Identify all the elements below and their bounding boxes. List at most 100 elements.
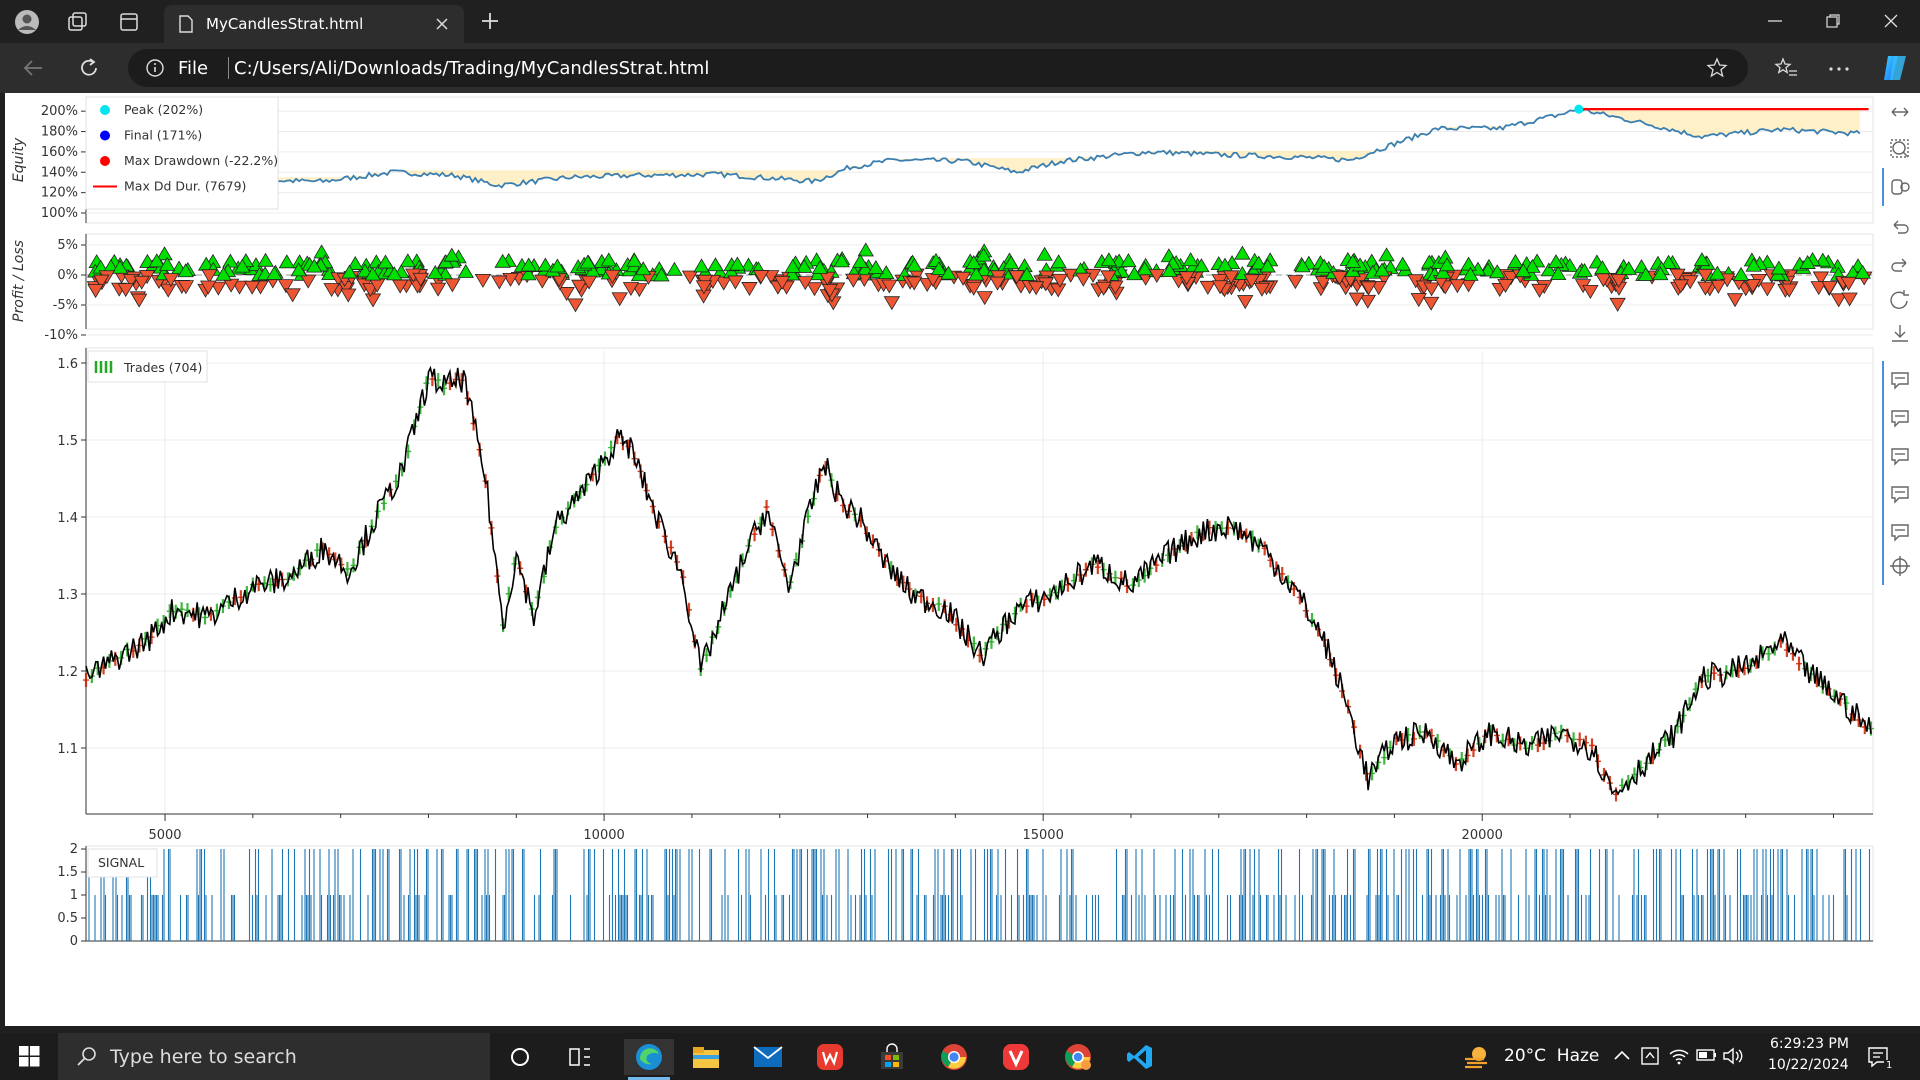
- win-trade-marker: [386, 266, 403, 281]
- favorites-icon[interactable]: [1774, 57, 1798, 79]
- info-icon[interactable]: [146, 59, 164, 77]
- win-trade-marker: [177, 263, 194, 278]
- weather-haze-icon[interactable]: [1462, 1043, 1492, 1071]
- undo-icon[interactable]: [1893, 220, 1909, 234]
- loss-trade-marker: [1100, 270, 1117, 285]
- loss-trade-marker: [1812, 271, 1830, 286]
- hover-tool-icon-1[interactable]: [1891, 372, 1909, 390]
- battery-icon[interactable]: [1696, 1047, 1718, 1063]
- tab-mycandlesstrat[interactable]: MyCandlesStrat.html: [164, 5, 464, 43]
- price-panel[interactable]: 1.6 1.5 1.4 1.3 1.2 1.1 5000 10000 15000 20000 T…: [57, 347, 1874, 843]
- microsoft-store-icon[interactable]: [872, 1039, 912, 1075]
- signal-tick-label: 1: [70, 888, 78, 903]
- wifi-icon[interactable]: [1668, 1046, 1690, 1066]
- win-trade-marker: [1434, 264, 1452, 279]
- chrome-icon[interactable]: [934, 1039, 974, 1075]
- copilot-icon[interactable]: [1880, 54, 1910, 82]
- signal-legend: SIGNAL: [87, 848, 158, 878]
- reset-icon[interactable]: [1890, 290, 1909, 309]
- loss-trade-marker: [1348, 292, 1365, 307]
- url-text[interactable]: C:/Users/Ali/Downloads/Trading/MyCandles…: [234, 58, 710, 79]
- loss-trade-marker: [727, 275, 744, 290]
- win-trade-marker: [278, 254, 296, 269]
- show-hidden-icons-icon[interactable]: [1614, 1049, 1630, 1061]
- equity-tick-label: 200%: [41, 104, 78, 119]
- signal-panel[interactable]: 2 1.5 1 0.5 0 SIGNAL: [57, 842, 1874, 949]
- loss-trade-marker: [87, 284, 104, 299]
- price-tick-label: 1.5: [57, 434, 78, 449]
- win-trade-marker: [1234, 245, 1251, 260]
- volume-icon[interactable]: [1722, 1046, 1744, 1066]
- clock-date[interactable]: 10/22/2024: [1768, 1057, 1849, 1073]
- profile-avatar-icon[interactable]: [14, 9, 40, 35]
- hover-tool-icon-3[interactable]: [1891, 448, 1909, 466]
- redo-icon[interactable]: [1891, 258, 1907, 272]
- win-trade-marker: [1515, 263, 1532, 278]
- win-trade-marker: [1576, 262, 1593, 277]
- legend-label: Final (171%): [124, 128, 202, 143]
- price-tick-label: 1.6: [57, 357, 78, 372]
- clock-time[interactable]: 6:29:23 PM: [1770, 1036, 1849, 1052]
- taskbar-search[interactable]: Type here to search: [58, 1033, 490, 1080]
- win-trade-marker: [520, 257, 537, 272]
- active-app-indicator: [628, 1077, 670, 1080]
- edge-taskbar-icon[interactable]: [624, 1039, 674, 1075]
- wps-office-icon[interactable]: [810, 1039, 850, 1075]
- refresh-icon[interactable]: [78, 57, 100, 79]
- meet-now-icon[interactable]: [1640, 1046, 1660, 1066]
- hover-tool-icon-4[interactable]: [1891, 486, 1909, 504]
- vertical-tabs-icon[interactable]: [116, 9, 142, 35]
- file-explorer-icon[interactable]: [686, 1039, 726, 1075]
- hover-tool-icon-2[interactable]: [1891, 410, 1909, 428]
- close-tab-icon[interactable]: [436, 18, 448, 30]
- minimize-icon[interactable]: [1768, 20, 1782, 22]
- loss-trade-marker: [571, 279, 588, 294]
- loss-trade-marker: [954, 271, 972, 286]
- wheel-zoom-icon[interactable]: [1891, 179, 1910, 195]
- cortana-icon[interactable]: [500, 1039, 540, 1075]
- windows-start-icon[interactable]: [19, 1046, 40, 1067]
- mail-icon[interactable]: [748, 1039, 788, 1075]
- win-trade-marker: [867, 259, 885, 274]
- workspaces-icon[interactable]: [64, 9, 90, 35]
- win-trade-marker: [377, 254, 394, 269]
- vivaldi-icon[interactable]: [996, 1039, 1036, 1075]
- equity-legend: Peak (202%) Final (171%) Max Drawdown (-22…: [85, 96, 279, 210]
- chrome-profile-icon[interactable]: [1058, 1039, 1098, 1075]
- loss-trade-marker: [412, 272, 429, 287]
- vscode-icon[interactable]: [1120, 1039, 1160, 1075]
- backtest-chart[interactable]: Equity 200%180%160%140%120%100% Peak (20…: [5, 93, 1880, 1026]
- loss-trade-marker: [1710, 279, 1727, 294]
- win-trade-marker: [852, 253, 869, 268]
- win-trade-marker: [156, 246, 173, 261]
- equity-tick-label: 120%: [41, 186, 78, 201]
- notifications-icon[interactable]: [1866, 1045, 1892, 1071]
- weather-text[interactable]: 20°C Haze: [1504, 1046, 1600, 1066]
- hover-tool-icon-5[interactable]: [1891, 524, 1909, 542]
- win-trade-marker: [857, 242, 874, 257]
- new-tab-icon[interactable]: [480, 11, 500, 31]
- crosshair-icon[interactable]: [1890, 556, 1910, 576]
- equity-panel[interactable]: Equity 200% 180% 160% 140% 120% 100% Peak (20…: [11, 96, 1874, 224]
- back-icon[interactable]: [22, 58, 44, 78]
- save-icon[interactable]: [1892, 325, 1908, 342]
- win-trade-marker: [1294, 258, 1311, 273]
- loss-trade-marker: [1821, 281, 1838, 296]
- win-trade-marker: [1770, 260, 1788, 275]
- task-view-icon[interactable]: [560, 1039, 600, 1075]
- profit-loss-panel[interactable]: Profit / Loss 5% 0% -5% -10%: [11, 233, 1874, 343]
- win-trade-marker: [1373, 262, 1391, 277]
- close-window-icon[interactable]: [1884, 14, 1898, 28]
- box-zoom-icon[interactable]: [1890, 139, 1909, 158]
- favorite-star-icon[interactable]: [1706, 57, 1728, 79]
- more-options-icon[interactable]: [1828, 66, 1850, 72]
- win-trade-marker: [796, 258, 813, 273]
- loss-trade-marker: [976, 291, 993, 306]
- win-trade-marker: [1693, 252, 1711, 267]
- win-trade-marker: [1745, 257, 1762, 272]
- win-trade-marker: [1378, 247, 1395, 262]
- pan-tool-icon[interactable]: [1891, 107, 1909, 117]
- restore-icon[interactable]: [1826, 14, 1840, 28]
- loss-trade-marker: [806, 282, 823, 297]
- address-field[interactable]: File C:/Users/Ali/Downloads/Trading/MyCa…: [128, 49, 1748, 87]
